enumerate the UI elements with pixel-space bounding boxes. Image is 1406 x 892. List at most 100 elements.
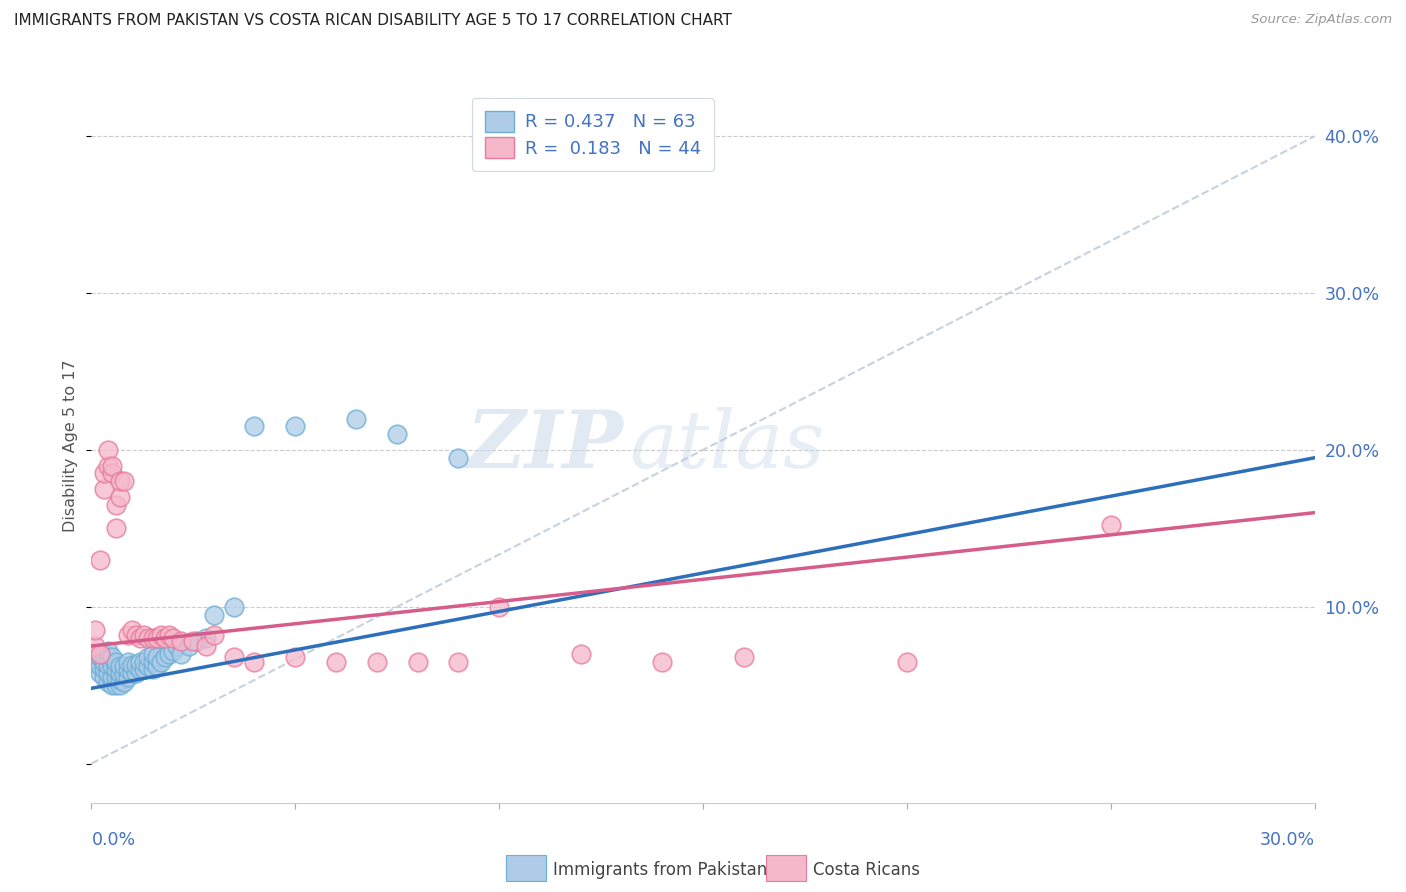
Point xyxy=(112,675,135,690)
Point xyxy=(89,647,111,661)
Point xyxy=(170,634,193,648)
Point xyxy=(194,639,217,653)
Point xyxy=(447,655,470,669)
Point xyxy=(406,655,429,669)
Point xyxy=(896,655,918,669)
Point xyxy=(153,649,176,664)
Point xyxy=(141,655,163,669)
Point xyxy=(108,475,131,489)
Point xyxy=(101,467,124,481)
Point xyxy=(138,659,160,673)
Point xyxy=(125,628,148,642)
Point xyxy=(202,628,225,642)
Point xyxy=(93,655,115,669)
Point xyxy=(651,655,673,669)
Point xyxy=(183,634,205,648)
Point xyxy=(569,647,592,661)
Text: 30.0%: 30.0% xyxy=(1260,831,1315,849)
Point xyxy=(117,670,139,684)
Point xyxy=(129,631,152,645)
Point xyxy=(104,498,127,512)
Point xyxy=(108,678,131,692)
Point xyxy=(488,599,510,614)
Point xyxy=(97,442,120,457)
Point xyxy=(243,655,266,669)
Point xyxy=(104,655,127,669)
Point xyxy=(112,659,135,673)
Point xyxy=(97,649,120,664)
Point xyxy=(447,450,470,465)
Point xyxy=(84,647,107,661)
Point xyxy=(93,670,115,684)
Point xyxy=(346,411,368,425)
Point xyxy=(121,657,143,672)
Point xyxy=(138,631,160,645)
Point xyxy=(93,647,115,661)
Point xyxy=(117,663,139,677)
Point xyxy=(89,659,111,673)
Point xyxy=(202,607,225,622)
Point xyxy=(157,647,180,661)
Point xyxy=(179,639,201,653)
Point xyxy=(153,631,176,645)
Point xyxy=(97,643,120,657)
Text: atlas: atlas xyxy=(630,408,825,484)
Point xyxy=(145,659,167,673)
Point xyxy=(125,665,148,680)
Point xyxy=(141,647,163,661)
Point xyxy=(97,675,120,690)
Point xyxy=(325,655,347,669)
Point xyxy=(101,659,124,673)
Point xyxy=(101,458,124,473)
Point xyxy=(733,649,755,664)
Point xyxy=(194,631,217,645)
Point xyxy=(222,599,246,614)
Point xyxy=(166,639,188,653)
Y-axis label: Disability Age 5 to 17: Disability Age 5 to 17 xyxy=(63,359,79,533)
Point xyxy=(186,634,208,648)
Point xyxy=(101,649,124,664)
Text: Source: ZipAtlas.com: Source: ZipAtlas.com xyxy=(1251,13,1392,27)
Text: Costa Ricans: Costa Ricans xyxy=(813,861,920,879)
Point xyxy=(101,678,124,692)
Point xyxy=(104,663,127,677)
Point xyxy=(134,628,156,642)
Point xyxy=(89,552,111,566)
Point xyxy=(93,663,115,677)
Point xyxy=(97,665,120,680)
Point xyxy=(108,673,131,688)
Point xyxy=(134,663,156,677)
Point xyxy=(366,655,388,669)
Point xyxy=(170,647,193,661)
Point xyxy=(112,475,135,489)
Point xyxy=(108,490,131,504)
Point xyxy=(104,521,127,535)
Legend: R = 0.437   N = 63, R =  0.183   N = 44: R = 0.437 N = 63, R = 0.183 N = 44 xyxy=(472,98,713,170)
Point xyxy=(284,419,307,434)
Point xyxy=(101,670,124,684)
Point xyxy=(121,665,143,680)
Point xyxy=(121,624,143,638)
Point xyxy=(89,649,111,664)
Text: IMMIGRANTS FROM PAKISTAN VS COSTA RICAN DISABILITY AGE 5 TO 17 CORRELATION CHART: IMMIGRANTS FROM PAKISTAN VS COSTA RICAN … xyxy=(14,13,733,29)
Point xyxy=(385,427,409,442)
Point xyxy=(243,419,266,434)
Point xyxy=(134,655,156,669)
Point xyxy=(89,665,111,680)
Point xyxy=(284,649,307,664)
Point xyxy=(162,631,184,645)
Point xyxy=(125,657,148,672)
Point xyxy=(141,631,163,645)
Point xyxy=(84,639,107,653)
Point xyxy=(149,655,172,669)
Point xyxy=(162,643,184,657)
Point xyxy=(104,678,127,692)
Point xyxy=(1099,518,1122,533)
Point xyxy=(149,628,172,642)
Text: Immigrants from Pakistan: Immigrants from Pakistan xyxy=(553,861,766,879)
Point xyxy=(141,663,163,677)
Point xyxy=(104,670,127,684)
Point xyxy=(84,655,107,669)
Point xyxy=(97,458,120,473)
Point xyxy=(157,628,180,642)
